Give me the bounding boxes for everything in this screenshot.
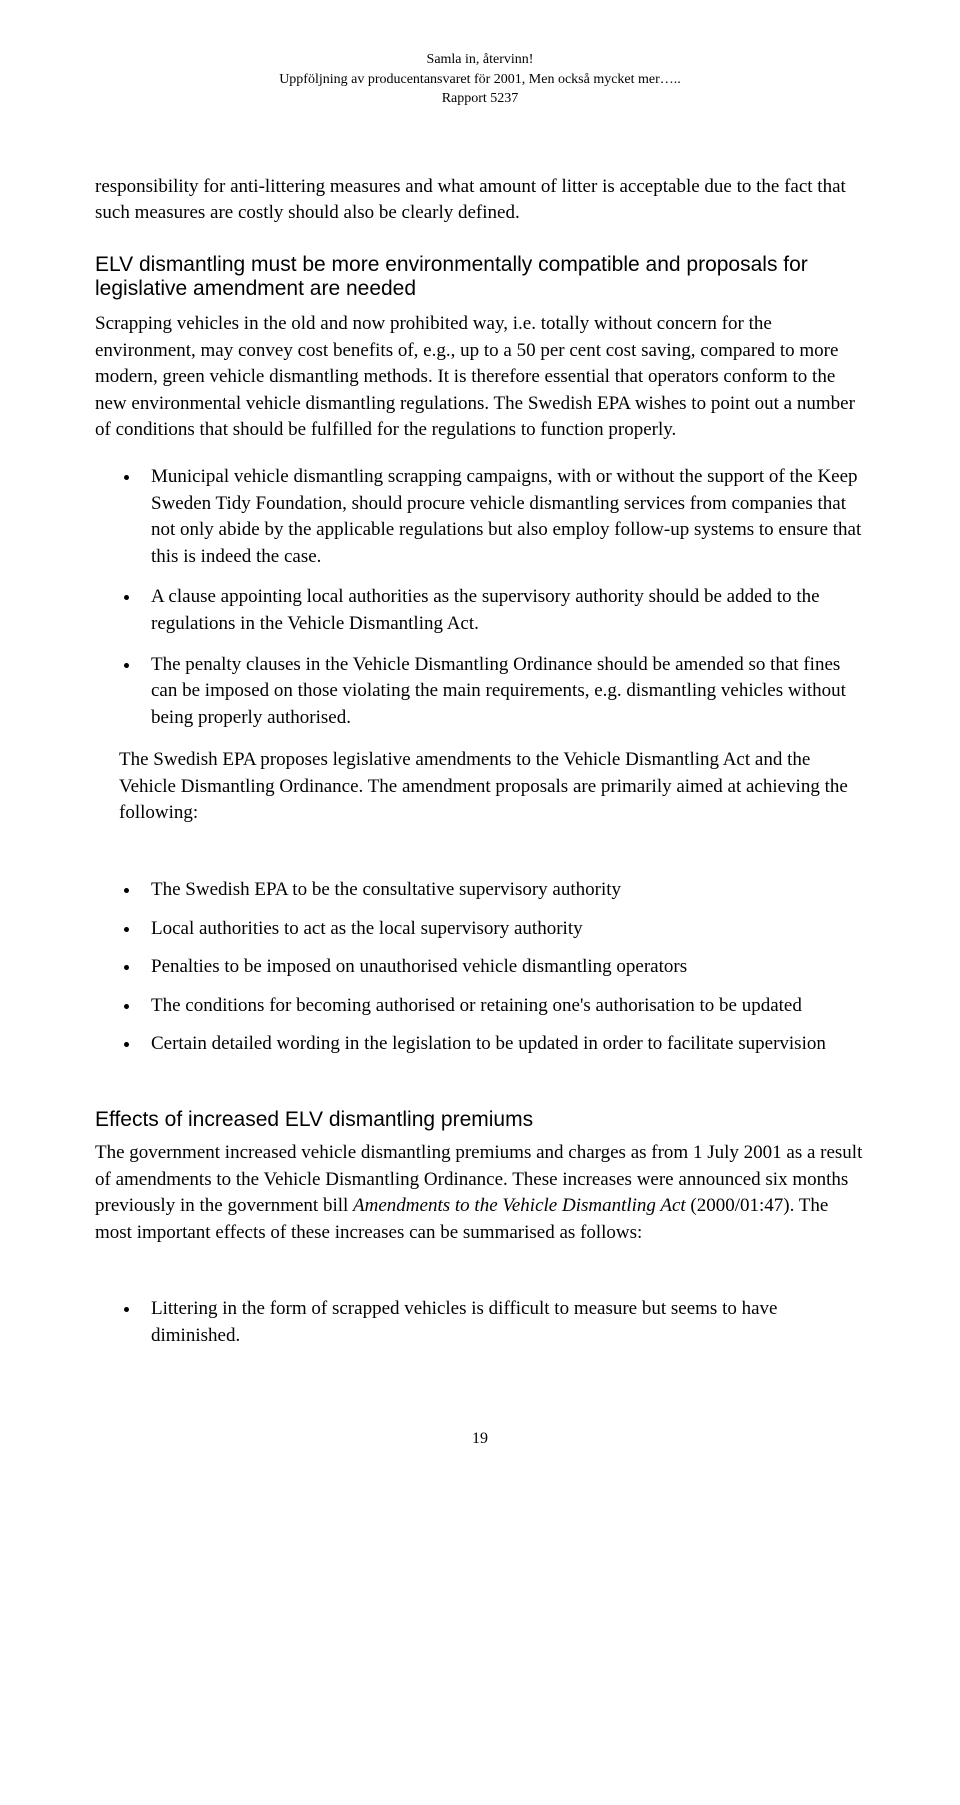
page-number: 19	[95, 1430, 865, 1448]
effects-bill-title: Amendments to the Vehicle Dismantling Ac…	[353, 1195, 686, 1216]
opening-paragraph: responsibility for anti-littering measur…	[95, 174, 865, 227]
section-heading-elv: ELV dismantling must be more environment…	[95, 253, 865, 301]
elv-intro-paragraph: Scrapping vehicles in the old and now pr…	[95, 311, 865, 444]
list-item: Penalties to be imposed on unauthorised …	[141, 954, 865, 981]
list-item: The Swedish EPA to be the consultative s…	[141, 877, 865, 904]
list-item: Municipal vehicle dismantling scrapping …	[141, 464, 865, 570]
list-item: Local authorities to act as the local su…	[141, 916, 865, 943]
page-header: Samla in, återvinn! Uppföljning av produ…	[95, 50, 865, 109]
conditions-list: Municipal vehicle dismantling scrapping …	[95, 464, 865, 731]
section-heading-effects: Effects of increased ELV dismantling pre…	[95, 1108, 865, 1132]
header-line-2: Uppföljning av producentansvaret för 200…	[95, 70, 865, 90]
list-item: A clause appointing local authorities as…	[141, 584, 865, 637]
amendment-intro-paragraph: The Swedish EPA proposes legislative ame…	[119, 747, 865, 827]
effects-list: Littering in the form of scrapped vehicl…	[95, 1296, 865, 1349]
list-item: The conditions for becoming authorised o…	[141, 993, 865, 1020]
header-line-3: Rapport 5237	[95, 89, 865, 109]
effects-paragraph: The government increased vehicle dismant…	[95, 1140, 865, 1246]
amendment-aims-list: The Swedish EPA to be the consultative s…	[95, 877, 865, 1058]
list-item: Certain detailed wording in the legislat…	[141, 1031, 865, 1058]
header-line-1: Samla in, återvinn!	[95, 50, 865, 70]
list-item: The penalty clauses in the Vehicle Disma…	[141, 652, 865, 732]
list-item: Littering in the form of scrapped vehicl…	[141, 1296, 865, 1349]
document-page: Samla in, återvinn! Uppföljning av produ…	[0, 0, 960, 1488]
